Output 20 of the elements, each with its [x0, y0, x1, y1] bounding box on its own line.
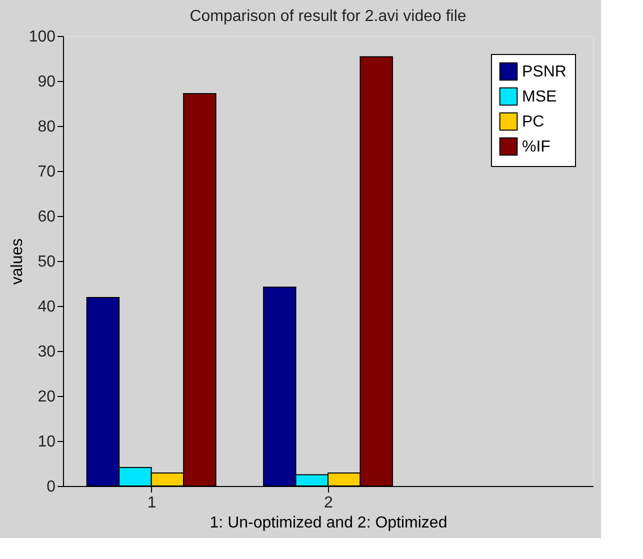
y-tick-label: 0: [46, 478, 56, 496]
y-tick-label: 70: [38, 164, 56, 180]
y-tick-label: 40: [38, 298, 56, 316]
y-tick-label: 50: [38, 254, 56, 270]
legend-label: PSNR: [522, 64, 566, 80]
chart-title: Comparison of result for 2.avi video file: [190, 8, 466, 25]
y-tick-label: 20: [38, 388, 56, 406]
y-axis-title: values: [8, 238, 26, 285]
y-tick-label: 90: [38, 74, 56, 90]
legend-label: %IF: [522, 138, 551, 156]
legend-label: MSE: [522, 88, 557, 106]
y-tick-label: 10: [38, 434, 56, 450]
x-tick-label: 1: [147, 494, 156, 512]
y-tick-label: 100: [28, 28, 56, 46]
x-tick-label: 2: [324, 494, 334, 512]
legend-label: PC: [522, 114, 544, 130]
x-axis-title: 1: Un-optimized and 2: Optimized: [210, 514, 448, 532]
y-tick-label: 30: [38, 344, 56, 360]
y-tick-label: 60: [38, 208, 56, 226]
y-tick-label: 80: [38, 118, 56, 136]
